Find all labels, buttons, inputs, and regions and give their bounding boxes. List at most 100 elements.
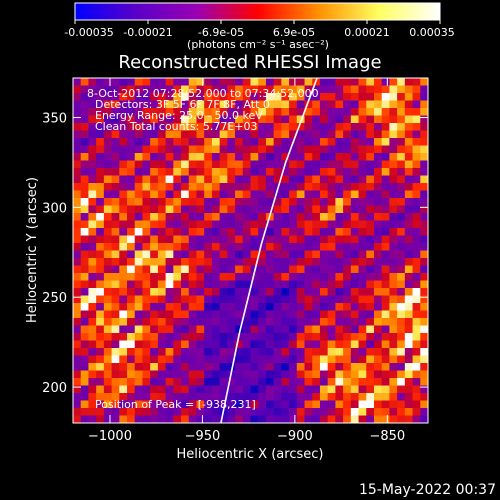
heatmap-cell	[319, 325, 329, 334]
heatmap-cell	[165, 333, 174, 342]
heatmap-cell	[327, 228, 336, 237]
heatmap-cell	[150, 370, 159, 379]
heatmap-cell	[73, 318, 82, 327]
heatmap-cell	[343, 348, 352, 357]
heatmap-cell	[389, 168, 398, 177]
heatmap-cell	[157, 288, 167, 297]
heatmap-cell	[80, 273, 90, 282]
heatmap-cell	[181, 235, 190, 244]
heatmap-cell	[412, 153, 421, 162]
heatmap-cell	[343, 85, 352, 94]
heatmap-cell	[373, 198, 383, 207]
heatmap-cell	[96, 115, 105, 124]
heatmap-cell	[111, 258, 120, 267]
heatmap-cell	[119, 228, 128, 237]
heatmap-cell	[73, 370, 82, 379]
heatmap-cell	[173, 183, 182, 192]
heatmap-cell	[289, 183, 298, 192]
heatmap-cell	[157, 138, 167, 147]
heatmap-cell	[312, 378, 321, 387]
heatmap-cell	[281, 400, 290, 409]
heatmap-cell	[389, 340, 398, 349]
heatmap-cell	[227, 160, 236, 169]
heatmap-cell	[265, 393, 275, 402]
heatmap-cell	[103, 138, 113, 147]
heatmap-cell	[358, 348, 367, 357]
heatmap-cell	[188, 415, 198, 423]
heatmap-cell	[103, 355, 113, 364]
heatmap-cell	[96, 288, 105, 297]
heatmap-cell	[366, 243, 375, 252]
heatmap-cell	[96, 295, 105, 304]
heatmap-cell	[119, 243, 128, 252]
heatmap-cell	[404, 93, 414, 102]
heatmap-cell	[350, 205, 360, 214]
heatmap-cell	[381, 280, 391, 289]
heatmap-cell	[235, 115, 244, 124]
heatmap-cell	[142, 100, 151, 109]
heatmap-cell	[196, 378, 205, 387]
heatmap-cell	[165, 145, 174, 154]
heatmap-cell	[219, 415, 228, 423]
heatmap-cell	[420, 318, 428, 327]
heatmap-cell	[373, 183, 383, 192]
heatmap-cell	[150, 100, 159, 109]
heatmap-cell	[196, 303, 205, 312]
heatmap-cell	[250, 198, 259, 207]
heatmap-cell	[273, 370, 282, 379]
heatmap-cell	[157, 363, 167, 372]
heatmap-cell	[312, 288, 321, 297]
heatmap-cell	[420, 213, 428, 222]
heatmap-cell	[397, 385, 406, 394]
heatmap-cell	[188, 310, 198, 319]
heatmap-cell	[80, 183, 90, 192]
heatmap-cell	[80, 123, 90, 132]
heatmap-cell	[150, 258, 159, 267]
heatmap-cell	[404, 123, 414, 132]
heatmap-cell	[304, 220, 313, 229]
heatmap-cell	[343, 370, 352, 379]
heatmap-cell	[381, 213, 391, 222]
heatmap-cell	[204, 415, 213, 423]
heatmap-cell	[397, 108, 406, 117]
heatmap-cell	[111, 318, 120, 327]
heatmap-cell	[103, 100, 113, 109]
heatmap-cell	[265, 243, 275, 252]
heatmap-cell	[258, 205, 267, 214]
heatmap-cell	[103, 258, 113, 267]
heatmap-cell	[289, 190, 298, 199]
heatmap-cell	[134, 235, 144, 244]
heatmap-cell	[250, 273, 259, 282]
colorbar-tick-label: -0.00021	[123, 26, 172, 39]
heatmap-cell	[265, 370, 275, 379]
heatmap-cell	[119, 318, 128, 327]
heatmap-cell	[397, 160, 406, 169]
heatmap-cell	[381, 363, 391, 372]
heatmap-cell	[227, 408, 236, 417]
heatmap-cell	[196, 400, 205, 409]
heatmap-cell	[157, 115, 167, 124]
heatmap-cell	[366, 280, 375, 289]
heatmap-cell	[343, 385, 352, 394]
heatmap-cell	[366, 78, 375, 87]
heatmap-cell	[343, 205, 352, 214]
heatmap-cell	[242, 408, 252, 417]
heatmap-cell	[335, 378, 344, 387]
heatmap-cell	[281, 415, 290, 423]
heatmap-cell	[373, 340, 383, 349]
heatmap-cell	[296, 340, 306, 349]
heatmap-cell	[211, 198, 221, 207]
heatmap-cell	[389, 280, 398, 289]
heatmap-cell	[227, 348, 236, 357]
heatmap-cell	[358, 93, 367, 102]
heatmap-cell	[188, 325, 198, 334]
heatmap-cell	[381, 370, 391, 379]
heatmap-cell	[358, 190, 367, 199]
heatmap-cell	[335, 325, 344, 334]
heatmap-cell	[281, 408, 290, 417]
heatmap-cell	[157, 415, 167, 423]
heatmap-cell	[111, 108, 120, 117]
heatmap-cell	[211, 175, 221, 184]
heatmap-cell	[103, 348, 113, 357]
heatmap-cell	[219, 78, 228, 87]
